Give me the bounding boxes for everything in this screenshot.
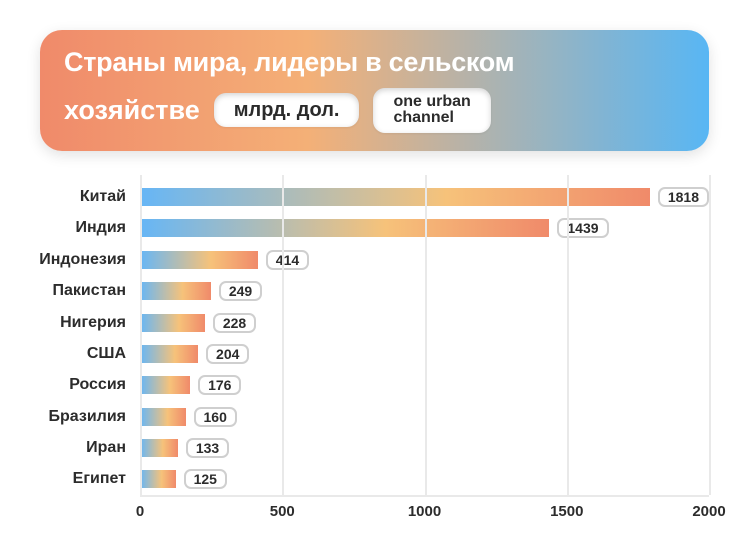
- bar: [140, 439, 178, 457]
- bar: [140, 345, 198, 363]
- source-pill: one urban channel: [373, 88, 490, 134]
- value-badge: 133: [186, 438, 229, 458]
- unit-pill: млрд. дол.: [214, 93, 360, 127]
- bar: [140, 314, 205, 332]
- plot-area: Китай1818Индия1439Индонезия414Пакистан24…: [140, 175, 709, 495]
- category-label: Индонезия: [10, 251, 140, 269]
- category-label: Китай: [10, 188, 140, 206]
- category-label: США: [10, 345, 140, 363]
- title-line1: Страны мира, лидеры в сельском: [64, 48, 685, 78]
- value-badge: 228: [213, 313, 256, 333]
- title-line2: хозяйстве: [64, 95, 200, 126]
- value-badge: 414: [266, 250, 309, 270]
- category-label: Россия: [10, 376, 140, 394]
- x-tick-label: 0: [136, 503, 144, 520]
- grid-line: [567, 175, 569, 495]
- value-badge: 204: [206, 344, 249, 364]
- value-badge: 176: [198, 375, 241, 395]
- title-banner: Страны мира, лидеры в сельском хозяйстве…: [40, 30, 709, 151]
- category-label: Индия: [10, 219, 140, 237]
- grid-line: [282, 175, 284, 495]
- bar: [140, 282, 211, 300]
- value-badge: 249: [219, 281, 262, 301]
- category-label: Пакистан: [10, 282, 140, 300]
- category-label: Бразилия: [10, 408, 140, 426]
- bar: [140, 251, 258, 269]
- category-label: Иран: [10, 439, 140, 457]
- bar: [140, 376, 190, 394]
- grid-line: [425, 175, 427, 495]
- x-tick-label: 1500: [550, 503, 583, 520]
- bar: [140, 219, 549, 237]
- x-tick-label: 1000: [408, 503, 441, 520]
- value-badge: 160: [194, 407, 237, 427]
- bar-chart: Китай 1818 Индия 1439 Индонезия 414 Пакистан 24…: [10, 175, 709, 523]
- source-line1: one urban: [393, 93, 470, 110]
- category-label: Нигерия: [10, 314, 140, 332]
- x-tick-label: 500: [270, 503, 295, 520]
- bar: [140, 470, 176, 488]
- x-tick-label: 2000: [692, 503, 725, 520]
- x-axis: 0500100015002000: [140, 495, 709, 523]
- value-badge: 1439: [557, 218, 608, 238]
- grid-line: [140, 175, 142, 495]
- value-badge: 1818: [658, 187, 709, 207]
- grid-line: [709, 175, 711, 495]
- source-line2: channel: [393, 109, 453, 126]
- value-badge: 125: [184, 469, 227, 489]
- category-label: Египет: [10, 470, 140, 488]
- bar: [140, 188, 650, 206]
- bar: [140, 408, 186, 426]
